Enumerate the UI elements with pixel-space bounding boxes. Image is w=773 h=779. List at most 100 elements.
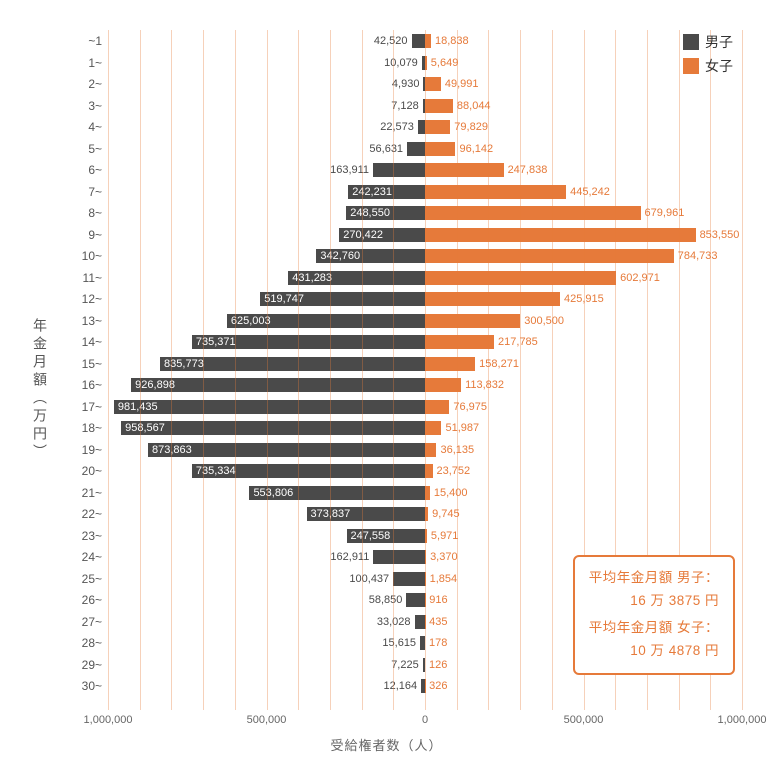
bar-female: [425, 249, 674, 263]
bar-label-female: 602,971: [620, 271, 660, 285]
category-label: 9~: [60, 228, 102, 242]
bar-male: [412, 34, 425, 48]
grid-line: [520, 30, 521, 710]
category-label: 18~: [60, 421, 102, 435]
legend-female: 女子: [683, 56, 733, 76]
category-label: 25~: [60, 572, 102, 586]
x-tick: 500,000: [247, 714, 287, 726]
y-axis-title: 年金月額（万円）: [30, 318, 50, 462]
bar-male: [373, 163, 425, 177]
bar-label-female: 15,400: [434, 486, 468, 500]
grid-line: [171, 30, 172, 710]
bar-male: [121, 421, 425, 435]
bar-label-male: 342,760: [320, 249, 360, 263]
grid-line: [425, 30, 426, 710]
bar-label-female: 3,370: [430, 550, 458, 564]
grid-line: [552, 30, 553, 710]
bar-label-male: 12,164: [384, 679, 418, 693]
avg-male-value: 16 万 3875 円: [589, 590, 719, 613]
grid-line: [203, 30, 204, 710]
bar-label-female: 79,829: [454, 120, 488, 134]
grid-line: [267, 30, 268, 710]
bar-label-male: 10,079: [384, 56, 418, 70]
category-label: ~1: [60, 34, 102, 48]
bar-label-female: 784,733: [678, 249, 718, 263]
x-axis-title: 受給権者数（人）: [330, 735, 442, 754]
bar-female: [425, 292, 560, 306]
category-label: 8~: [60, 206, 102, 220]
bar-label-male: 162,911: [330, 550, 369, 564]
bar-label-female: 49,991: [445, 77, 479, 91]
avg-female-value: 10 万 4878 円: [589, 640, 719, 663]
bar-label-female: 9,745: [432, 507, 460, 521]
category-label: 19~: [60, 443, 102, 457]
bar-label-male: 22,573: [380, 120, 414, 134]
legend-swatch-female: [683, 58, 699, 74]
legend-label-male: 男子: [705, 32, 733, 52]
bar-label-female: 1,854: [430, 572, 458, 586]
bar-female: [425, 314, 520, 328]
bar-label-male: 15,615: [382, 636, 416, 650]
category-label: 21~: [60, 486, 102, 500]
category-label: 13~: [60, 314, 102, 328]
bar-label-female: 445,242: [570, 185, 610, 199]
bar-male: [406, 593, 425, 607]
grid-line: [393, 30, 394, 710]
category-label: 2~: [60, 77, 102, 91]
bar-label-female: 853,550: [700, 228, 740, 242]
bar-female: [425, 421, 441, 435]
bar-label-male: 625,003: [231, 314, 271, 328]
bar-female: [425, 378, 461, 392]
bar-label-male: 981,435: [118, 400, 158, 414]
bar-label-male: 735,334: [196, 464, 236, 478]
bar-female: [425, 400, 449, 414]
bar-label-female: 5,649: [431, 56, 459, 70]
bar-label-female: 916: [429, 593, 447, 607]
category-label: 20~: [60, 464, 102, 478]
x-tick: 1,000,000: [84, 714, 133, 726]
category-label: 28~: [60, 636, 102, 650]
category-label: 5~: [60, 142, 102, 156]
bar-label-female: 76,975: [453, 400, 487, 414]
bar-label-male: 58,850: [369, 593, 403, 607]
bar-male: [373, 550, 425, 564]
bar-label-male: 553,806: [253, 486, 293, 500]
bar-label-female: 51,987: [445, 421, 479, 435]
grid-line: [457, 30, 458, 710]
category-label: 16~: [60, 378, 102, 392]
bar-female: [425, 228, 696, 242]
bar-label-male: 247,558: [351, 529, 391, 543]
bar-label-male: 958,567: [125, 421, 165, 435]
avg-male-title: 平均年金月額 男子：: [589, 567, 719, 590]
bar-female: [425, 120, 450, 134]
category-label: 7~: [60, 185, 102, 199]
category-label: 4~: [60, 120, 102, 134]
grid-line: [742, 30, 743, 710]
legend-swatch-male: [683, 34, 699, 50]
bar-male: [407, 142, 425, 156]
average-callout-box: 平均年金月額 男子： 16 万 3875 円 平均年金月額 女子： 10 万 4…: [573, 555, 735, 675]
bar-male: [415, 615, 425, 629]
category-label: 17~: [60, 400, 102, 414]
bar-label-female: 217,785: [498, 335, 538, 349]
category-label: 12~: [60, 292, 102, 306]
bar-female: [425, 99, 453, 113]
bar-female: [425, 335, 494, 349]
bar-female: [425, 185, 566, 199]
bar-label-male: 56,631: [369, 142, 403, 156]
bar-label-female: 326: [429, 679, 447, 693]
category-label: 27~: [60, 615, 102, 629]
category-label: 23~: [60, 529, 102, 543]
bar-male: [131, 378, 425, 392]
bar-label-male: 242,231: [352, 185, 392, 199]
category-label: 3~: [60, 99, 102, 113]
bar-label-female: 88,044: [457, 99, 491, 113]
category-label: 1~: [60, 56, 102, 70]
bar-label-male: 835,773: [164, 357, 204, 371]
bar-female: [425, 77, 441, 91]
bar-label-male: 270,422: [343, 228, 383, 242]
bar-label-male: 7,128: [391, 99, 419, 113]
category-label: 24~: [60, 550, 102, 564]
x-tick: 500,000: [564, 714, 604, 726]
bar-label-male: 248,550: [350, 206, 390, 220]
